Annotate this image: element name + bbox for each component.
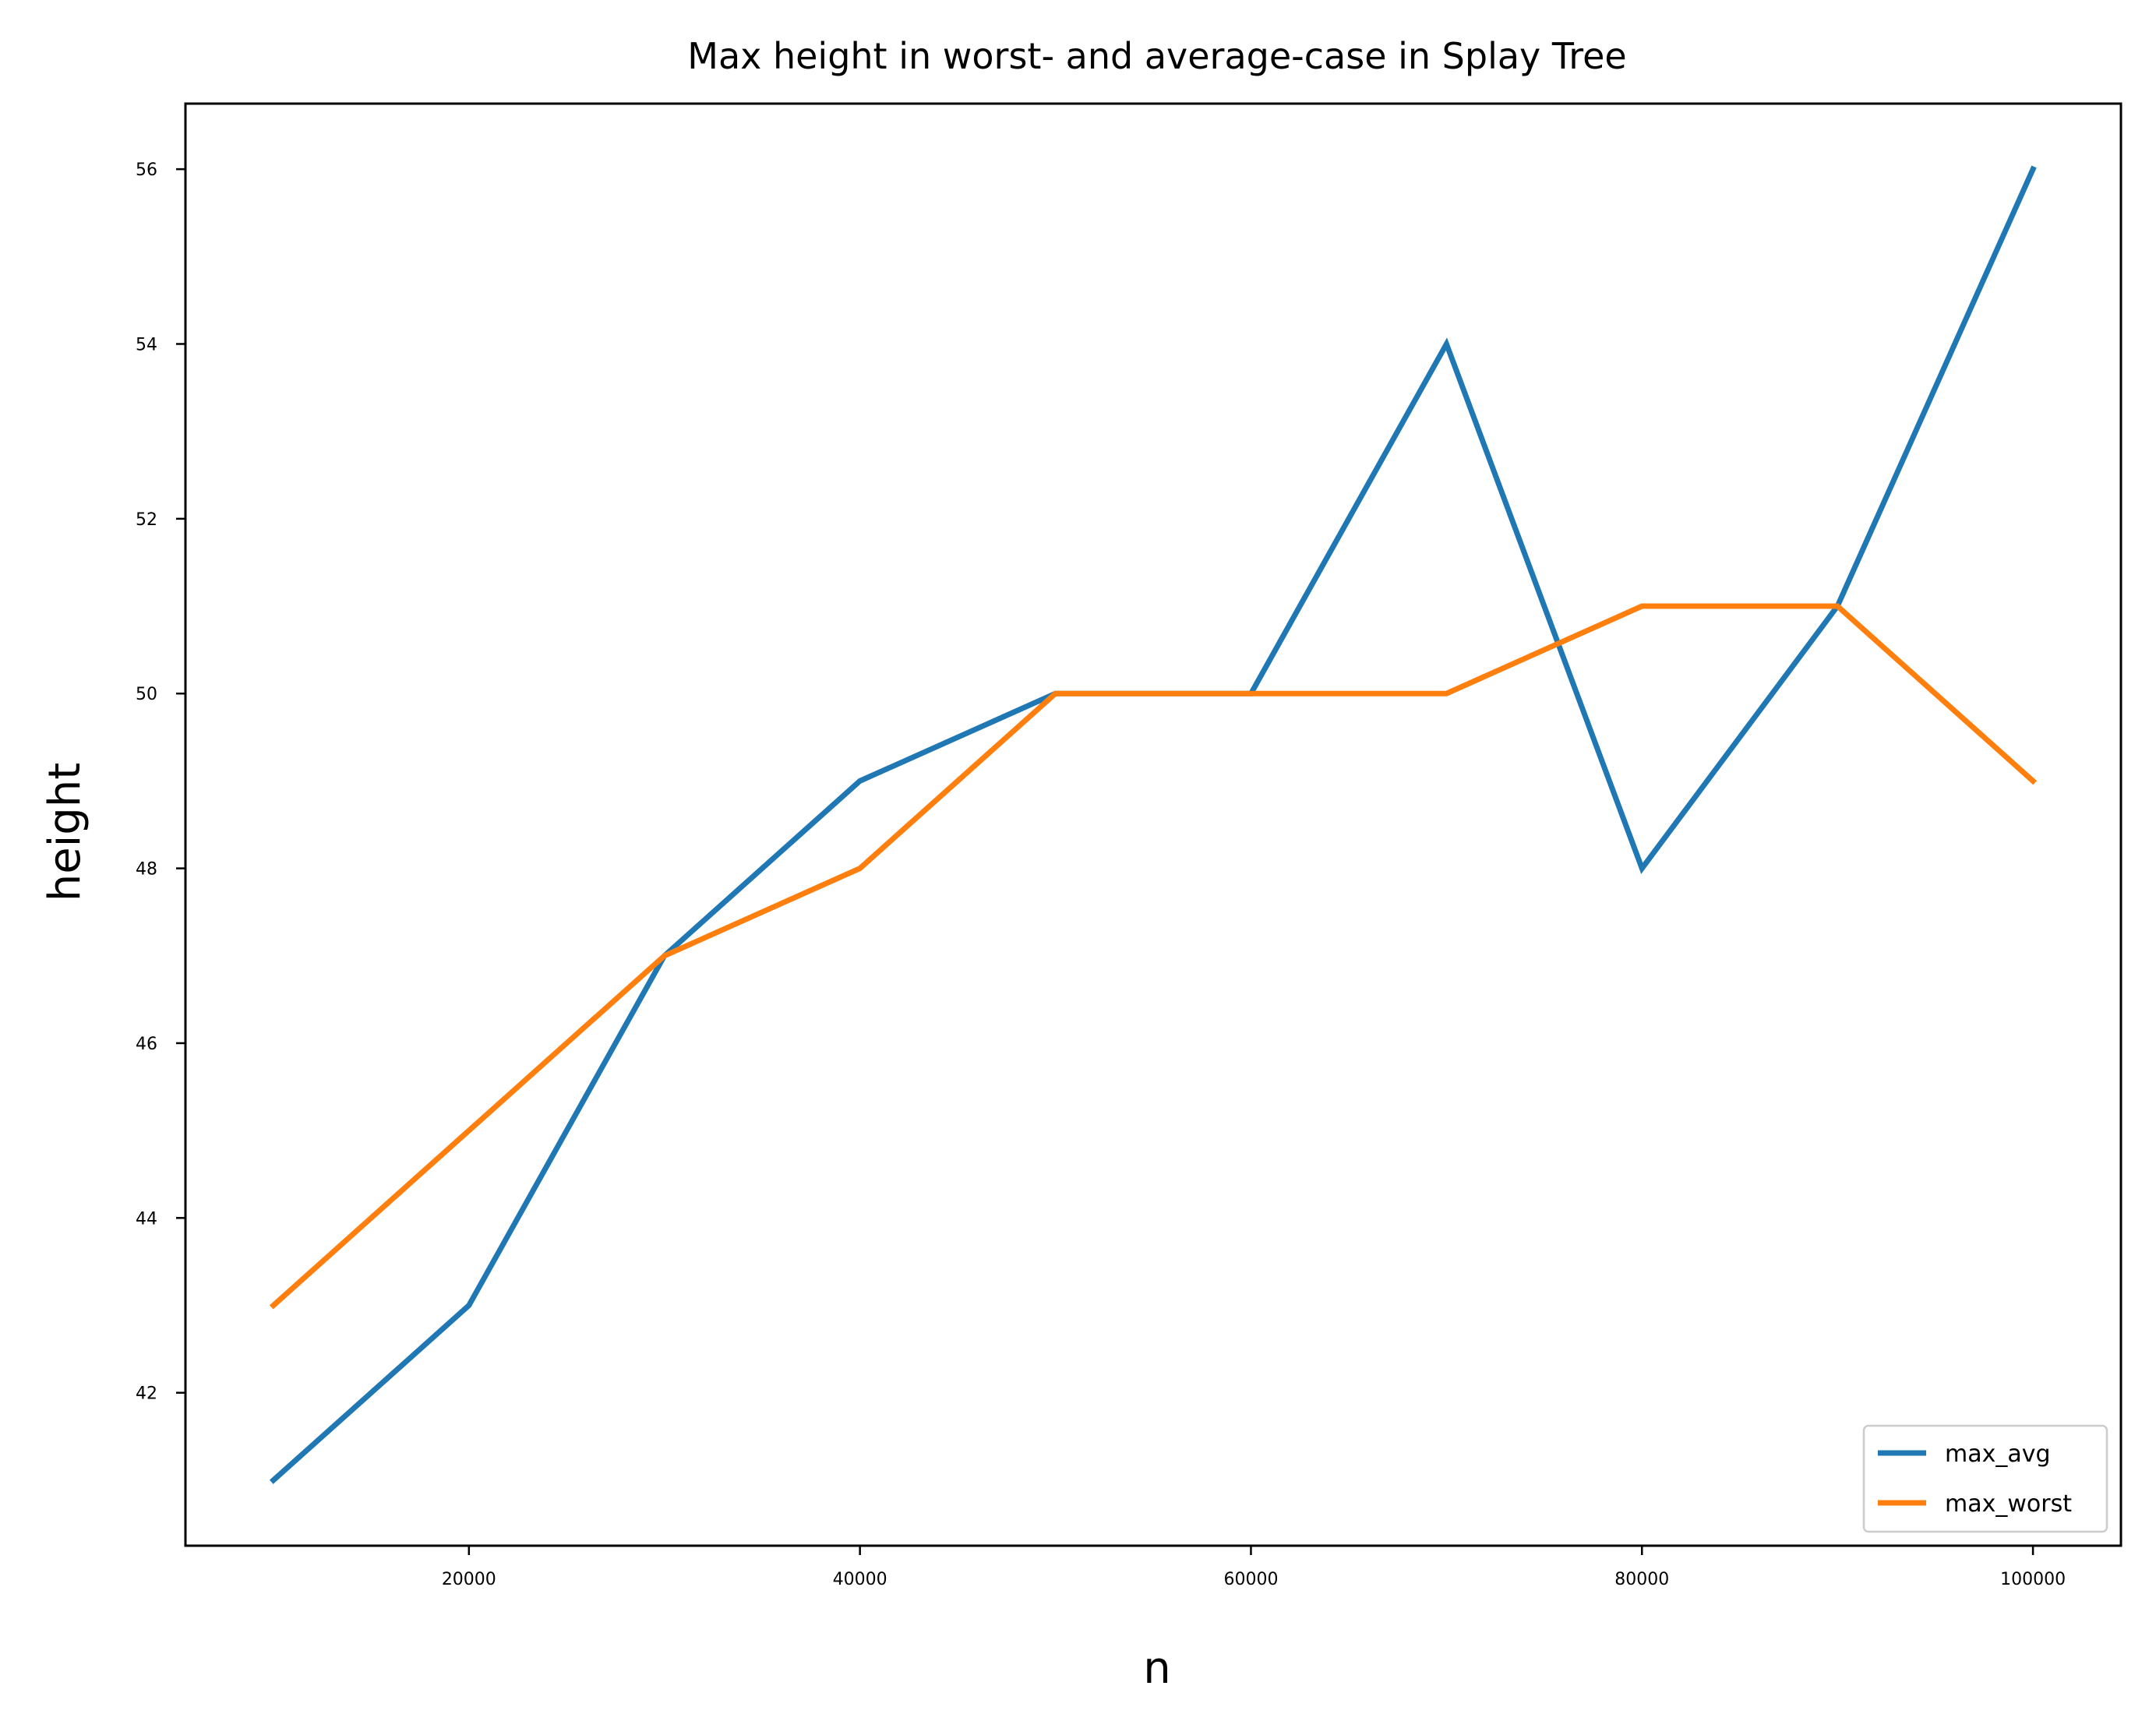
x-axis-title: n: [1143, 1643, 1171, 1694]
plot-area: 20000 40000 60000 80000 100000 42 44 46 48 50 52 54…: [136, 102, 2122, 1589]
y-tick-label: 54: [136, 336, 157, 355]
y-axis-title: height: [40, 763, 90, 902]
x-tick-label: 60000: [1223, 1570, 1278, 1589]
y-tick-label: 42: [136, 1384, 157, 1404]
y-tick-label: 52: [136, 510, 157, 530]
x-tick-label: 80000: [1614, 1570, 1669, 1589]
legend-label-max_avg: max_avg: [1945, 1441, 2051, 1468]
legend: max_avg max_worst: [1862, 1424, 2108, 1533]
y-tick-label: 44: [136, 1209, 157, 1229]
x-tick-label: 100000: [2000, 1570, 2066, 1589]
legend-label-max_worst: max_worst: [1945, 1490, 2072, 1518]
x-tick-label: 40000: [833, 1570, 887, 1589]
y-tick-label: 56: [136, 160, 157, 180]
axes-frame: [184, 102, 2122, 1547]
y-tick-label: 48: [136, 860, 157, 880]
y-tick-label: 46: [136, 1035, 157, 1054]
series-line-max_worst: [269, 603, 2038, 1310]
y-tick-label: 50: [136, 685, 157, 704]
x-tick-label: 20000: [442, 1570, 496, 1589]
chart-title: Max height in worst- and average-case in…: [687, 35, 1626, 77]
